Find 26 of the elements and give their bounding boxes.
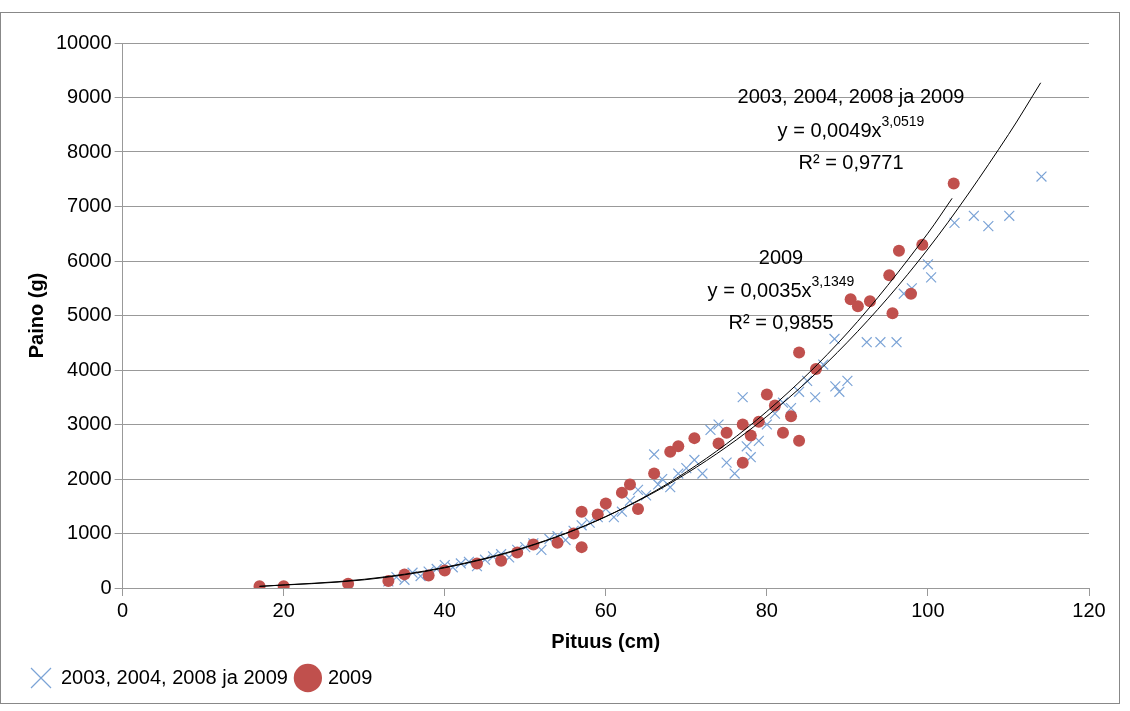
annotation: 2003, 2004, 2008 ja 2009 bbox=[737, 84, 965, 107]
y-tick-label: 9000 bbox=[67, 85, 112, 108]
y-tick-label: 0 bbox=[100, 575, 112, 598]
x-tick-label: 100 bbox=[911, 598, 945, 621]
x-tick-label: 80 bbox=[755, 598, 778, 621]
annotation: 2009 bbox=[758, 245, 804, 268]
x-axis-title: Pituus (cm) bbox=[551, 629, 661, 652]
x-tick-label: 20 bbox=[272, 598, 295, 621]
y-tick-label: 5000 bbox=[67, 303, 112, 326]
x-tick-label: 60 bbox=[594, 598, 617, 621]
annotation: R² = 0,9855 bbox=[728, 310, 834, 333]
y-tick-label: 8000 bbox=[67, 139, 112, 162]
y-tick-label: 10000 bbox=[55, 30, 112, 53]
x-tick-label: 120 bbox=[1072, 598, 1106, 621]
legend-label: 2003, 2004, 2008 ja 2009 bbox=[61, 665, 288, 688]
y-tick-label: 4000 bbox=[67, 357, 112, 380]
y-tick-label: 3000 bbox=[67, 412, 112, 435]
y-tick-label: 2000 bbox=[67, 466, 112, 489]
y-tick-label: 1000 bbox=[67, 521, 112, 544]
y-tick-label: 7000 bbox=[67, 194, 112, 217]
y-tick-label: 6000 bbox=[67, 248, 112, 271]
x-tick-label: 0 bbox=[117, 598, 129, 621]
x-tick-label: 40 bbox=[433, 598, 456, 621]
legend-label: 2009 bbox=[327, 665, 373, 688]
y-axis-title: Paino (g) bbox=[24, 272, 47, 359]
annotation: R² = 0,9771 bbox=[798, 150, 904, 173]
